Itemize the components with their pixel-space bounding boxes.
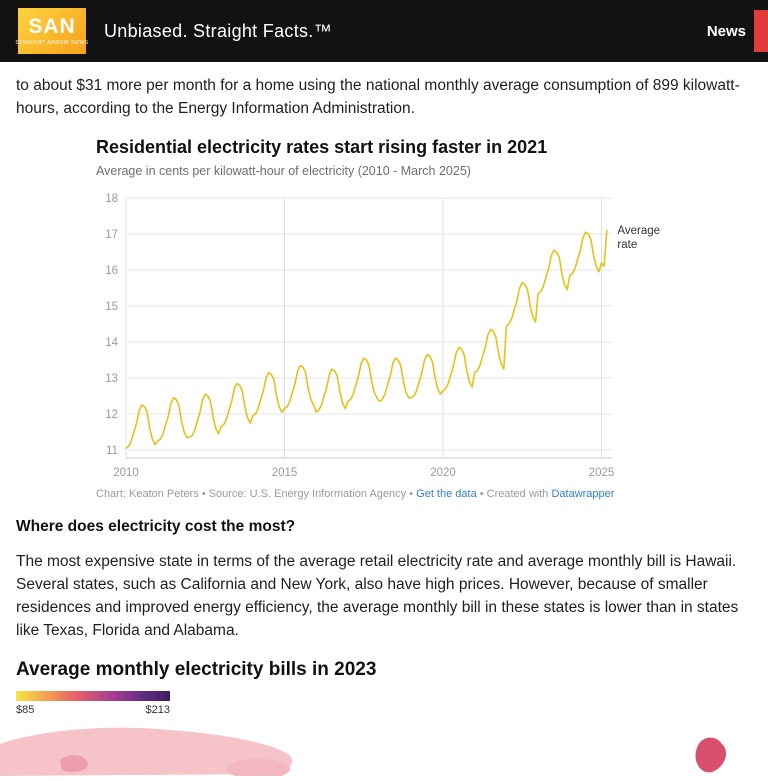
rate-chart-embed: Residential electricity rates start risi… xyxy=(96,137,726,500)
svg-text:2020: 2020 xyxy=(430,467,456,479)
nav-item-news[interactable]: News xyxy=(706,22,746,40)
site-tagline: Unbiased. Straight Facts.™ xyxy=(104,20,332,41)
average-rate-line xyxy=(125,229,608,449)
legend-labels: $85 $213 xyxy=(16,704,170,716)
legend-max-label: $213 xyxy=(145,703,170,716)
series-annotation: Average rate xyxy=(617,225,660,251)
us-map-svg xyxy=(0,727,727,779)
san-logo-subtext: STRAIGHT ARROW NEWS xyxy=(15,40,89,46)
get-the-data-link[interactable]: Get the data xyxy=(416,487,477,500)
svg-text:14: 14 xyxy=(105,337,118,349)
legend-gradient xyxy=(16,690,170,701)
san-logo-text: SAN xyxy=(28,15,76,38)
us-map-cropped xyxy=(0,724,768,779)
section-heading-cost-most: Where does electricity cost the most? xyxy=(16,517,296,535)
san-logo[interactable]: SAN STRAIGHT ARROW NEWS xyxy=(15,8,89,54)
svg-text:15: 15 xyxy=(105,301,118,313)
article-body: to about $31 more per month for a home u… xyxy=(0,62,768,716)
legend-min-label: $85 xyxy=(16,703,35,716)
chart-caption: Chart: Keaton Peters • Source: U.S. Ener… xyxy=(96,488,726,500)
intro-paragraph: to about $31 more per month for a home u… xyxy=(16,77,740,118)
svg-text:13: 13 xyxy=(105,373,118,385)
svg-text:12: 12 xyxy=(105,409,118,421)
datawrapper-link[interactable]: Datawrapper xyxy=(551,487,615,500)
map-state-shape-northeast xyxy=(695,737,727,773)
svg-text:2010: 2010 xyxy=(113,467,139,479)
map-chart-title: Average monthly electricity bills in 202… xyxy=(16,658,377,680)
svg-text:16: 16 xyxy=(105,265,118,277)
caption-text: Chart: Keaton Peters • Source: U.S. Ener… xyxy=(96,487,417,500)
map-state-shape-plains xyxy=(226,759,290,779)
svg-text:17: 17 xyxy=(105,229,118,241)
svg-text:2025: 2025 xyxy=(589,467,615,479)
site-header: SAN STRAIGHT ARROW NEWS Unbiased. Straig… xyxy=(0,0,768,62)
map-color-legend: $85 $213 xyxy=(16,690,752,716)
svg-text:11: 11 xyxy=(106,445,118,457)
chart-subtitle: Average in cents per kilowatt-hour of el… xyxy=(96,163,471,178)
chart-title: Residential electricity rates start risi… xyxy=(96,136,548,157)
map-state-shape-small xyxy=(60,755,88,772)
header-nav: News xyxy=(707,0,768,62)
caption-text2: • Created with xyxy=(476,487,552,500)
body-paragraph: The most expensive state in terms of the… xyxy=(16,552,739,640)
svg-text:18: 18 xyxy=(105,193,118,205)
electricity-rate-line-chart: 11 12 13 14 15 16 17 18 2010 2015 2020 2025 Average r… xyxy=(105,193,660,479)
svg-text:2015: 2015 xyxy=(272,467,298,479)
live-button-cutoff[interactable] xyxy=(754,10,768,52)
